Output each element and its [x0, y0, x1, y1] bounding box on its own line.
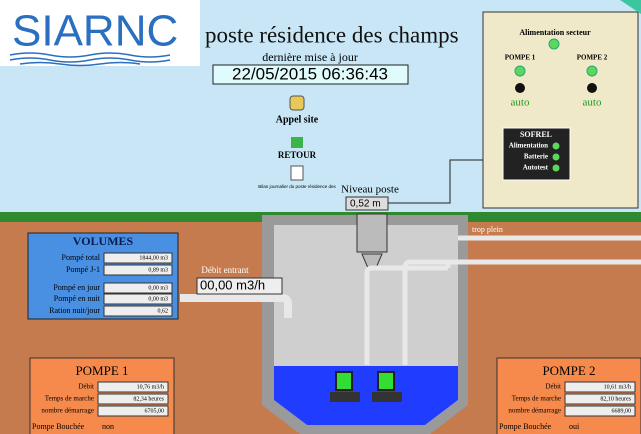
power-led — [548, 38, 560, 50]
pump-value: 6689,00 — [612, 408, 632, 414]
value-box — [103, 282, 173, 294]
value-box — [564, 381, 636, 393]
value-box — [564, 405, 636, 417]
volume-label: Ration nuit/jour — [49, 306, 100, 315]
volume-label: Pompé total — [62, 253, 101, 262]
sofrel-led — [552, 164, 560, 172]
value-box — [103, 252, 173, 264]
pump-mode: auto — [583, 97, 602, 109]
logo: SIARNC — [12, 7, 178, 56]
phone-icon[interactable] — [289, 95, 305, 111]
pump-value: 6705,00 — [145, 408, 165, 414]
value-box — [564, 393, 636, 405]
value-box — [103, 305, 173, 317]
sofrel-led — [552, 142, 560, 150]
panel-pump-name: POMPE 2 — [577, 54, 608, 62]
sofrel-item: Alimentation — [509, 142, 548, 150]
inflow-value: 00,00 m3/h — [200, 277, 265, 292]
water — [274, 366, 458, 425]
report[interactable]: Bilan journalier du poste résidence des — [258, 184, 336, 189]
inflow-box — [196, 277, 283, 295]
value-box — [97, 381, 169, 393]
power-label: Alimentation secteur — [519, 28, 591, 37]
volume-value: 0,00 m3 — [148, 296, 168, 302]
sofrel-title: SOFREL — [520, 130, 552, 139]
call-site[interactable]: Appel site — [276, 114, 319, 125]
inflow-label: Débit entrant — [201, 265, 249, 275]
level-value: 0,52 m — [350, 199, 381, 210]
value-box — [97, 393, 169, 405]
pump-title: POMPE 2 — [542, 363, 595, 378]
volume-value: 0,00 m3 — [148, 285, 168, 291]
pump-value: 10,61 m3/h — [604, 384, 631, 390]
pump-value: 10,76 m3/h — [137, 384, 164, 390]
sofrel-led — [552, 153, 560, 161]
pump-value: 82,34 heures — [133, 396, 164, 402]
mode-knob — [515, 83, 525, 93]
volume-label: Pompé en nuit — [54, 294, 101, 303]
update-value: 22/05/2015 06:36:43 — [232, 64, 388, 83]
pump-title: POMPE 1 — [75, 363, 128, 378]
clog-value: oui — [569, 422, 580, 431]
pump-led — [586, 65, 598, 77]
volume-value: 1844,00 m3 — [139, 255, 168, 261]
pump-2 — [377, 371, 395, 391]
value-box — [103, 264, 173, 276]
value-box — [103, 293, 173, 305]
clog-value: non — [102, 422, 114, 431]
sensor-cable — [388, 159, 483, 204]
pump-led — [514, 65, 526, 77]
pump-label: Temps de marche — [45, 395, 94, 403]
station-title: poste résidence des champs — [205, 22, 459, 47]
discharge-pipes — [364, 259, 641, 365]
pump-1-base — [330, 392, 360, 402]
sofrel-item: Autotest — [523, 164, 549, 172]
level-sensor — [356, 213, 388, 253]
pump-mode: auto — [511, 97, 530, 109]
volume-label: Pompé en jour — [53, 283, 100, 292]
update-box — [212, 64, 409, 85]
overflow-label: trop plein — [472, 225, 503, 234]
pump-value: 82,10 heures — [600, 396, 631, 402]
back-icon[interactable] — [291, 137, 303, 148]
pump-2-base — [372, 392, 402, 402]
panel-pump-name: POMPE 1 — [505, 54, 536, 62]
pump-label: nombre démarrage — [508, 407, 561, 415]
pump-label: Temps de marche — [512, 395, 561, 403]
corner — [620, 0, 641, 14]
pump-label: Débit — [78, 383, 94, 391]
pump-1 — [335, 371, 353, 391]
back[interactable]: RETOUR — [278, 150, 317, 160]
sofrel-item: Batterie — [524, 153, 548, 161]
pump-label: nombre démarrage — [41, 407, 94, 415]
pump-label: Débit — [545, 383, 561, 391]
volumes-panel — [27, 232, 179, 320]
volume-value: 0,89 m3 — [148, 267, 168, 273]
clog-label: Pompe Bouchée — [499, 422, 552, 431]
update-label: dernière mise à jour — [262, 50, 358, 64]
sofrel-box — [502, 127, 571, 181]
logo-waves — [9, 52, 171, 67]
mode-knob — [587, 83, 597, 93]
inlet-pipe — [180, 294, 292, 318]
level-label: Niveau poste — [341, 184, 399, 196]
report-icon[interactable] — [290, 165, 304, 181]
volume-label: Pompé J-1 — [66, 265, 100, 274]
value-box — [97, 405, 169, 417]
clog-label: Pompe Bouchée — [32, 422, 85, 431]
volumes-title: VOLUMES — [73, 234, 134, 248]
volume-value: 0,62 — [158, 308, 169, 314]
